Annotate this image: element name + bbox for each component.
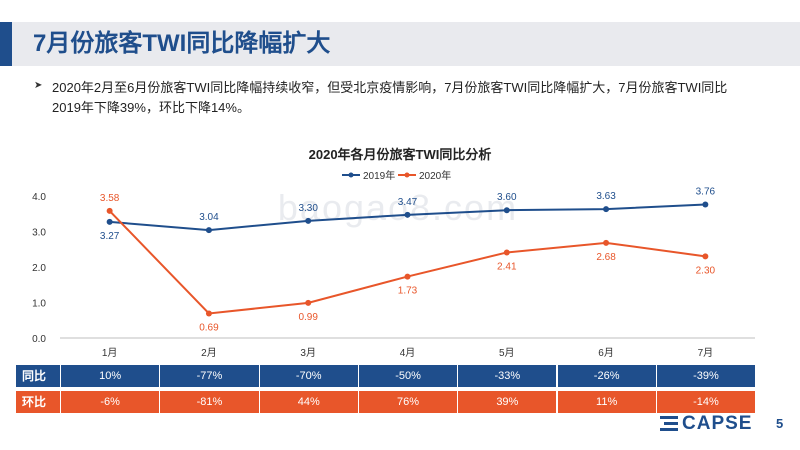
stats-row: 环比 -6% -81% 44% 76% 39% 11% -14% — [0, 391, 800, 413]
data-label: 1.73 — [398, 286, 418, 297]
data-point — [305, 217, 312, 224]
data-label: 0.99 — [298, 312, 318, 323]
bullet-text-line-1: 2020年2月至6月份旅客TWI同比降幅持续收窄，但受北京疫情影响，7月份旅客T… — [52, 80, 728, 95]
x-tick-label: 3月 — [300, 347, 316, 359]
data-label: 3.60 — [497, 192, 517, 203]
stats-cell: 44% — [259, 391, 358, 413]
data-point — [603, 239, 610, 246]
data-point — [205, 310, 212, 317]
title-bar — [0, 22, 800, 66]
y-tick-label: 0.0 — [32, 334, 46, 345]
data-label: 3.76 — [696, 187, 716, 198]
title-accent — [0, 22, 12, 66]
stats-cell: 11% — [557, 391, 656, 413]
data-label: 2.41 — [497, 261, 517, 272]
stats-cell: -6% — [61, 391, 160, 413]
y-tick-label: 1.0 — [32, 299, 46, 310]
x-tick-label: 6月 — [598, 347, 614, 359]
page-number: 5 — [776, 416, 784, 431]
legend-marker-0 — [348, 172, 354, 178]
chart-title: 2020年各月份旅客TWI同比分析 — [309, 147, 492, 162]
data-label: 0.69 — [199, 323, 219, 334]
y-tick-label: 4.0 — [32, 192, 46, 203]
x-tick-label: 2月 — [201, 347, 217, 359]
stats-cell: 39% — [458, 391, 557, 413]
legend-label: 2019年 — [363, 169, 395, 182]
stats-cell: -14% — [656, 391, 756, 413]
bullet-arrow-icon: ➤ — [34, 80, 43, 91]
data-label: 3.47 — [398, 197, 418, 208]
data-point — [503, 249, 510, 256]
y-tick-label: 2.0 — [32, 263, 46, 274]
stats-cell: -33% — [458, 365, 557, 387]
x-tick-label: 7月 — [698, 347, 714, 359]
stats-row-label: 环比 — [16, 391, 60, 413]
stats-cell: -26% — [557, 365, 656, 387]
stats-cell: -39% — [656, 365, 756, 387]
legend-marker-1 — [404, 172, 410, 178]
data-label: 3.63 — [596, 191, 616, 202]
data-label: 3.04 — [199, 212, 219, 223]
data-label: 2.30 — [696, 265, 716, 276]
stats-cell: -70% — [259, 365, 358, 387]
data-label: 2.68 — [596, 252, 616, 263]
legend-label: 2020年 — [419, 169, 451, 182]
y-tick-label: 3.0 — [32, 228, 46, 239]
slide-title: 7月份旅客TWI同比降幅扩大 — [33, 30, 331, 57]
data-point — [503, 207, 510, 214]
data-label: 3.27 — [100, 231, 120, 242]
x-tick-label: 5月 — [499, 347, 515, 359]
data-point — [702, 201, 709, 208]
bullet-text-line-2: 2019年下降39%，环比下降14%。 — [52, 100, 250, 115]
data-point — [106, 218, 113, 225]
stats-cell: -50% — [358, 365, 458, 387]
data-point — [702, 253, 709, 260]
data-point — [404, 211, 411, 218]
logo-text: CAPSE — [682, 413, 753, 434]
stats-cell: -81% — [160, 391, 259, 413]
data-point — [404, 273, 411, 280]
data-point — [305, 299, 312, 306]
stats-cell: -77% — [160, 365, 259, 387]
data-point — [205, 227, 212, 234]
x-tick-label: 4月 — [400, 347, 416, 359]
stats-row: 同比 10% -77% -70% -50% -33% -26% -39% — [0, 365, 800, 387]
data-point — [603, 206, 610, 213]
data-label: 3.30 — [298, 203, 318, 214]
x-tick-label: 1月 — [102, 347, 118, 359]
stats-row-label: 同比 — [16, 365, 60, 387]
stats-cell: 76% — [358, 391, 458, 413]
bullet-text: 2020年2月至6月份旅客TWI同比降幅持续收窄，但受北京疫情影响，7月份旅客T… — [52, 78, 772, 118]
stats-cell: 10% — [61, 365, 160, 387]
data-point — [106, 207, 113, 214]
data-label: 3.58 — [100, 193, 120, 204]
